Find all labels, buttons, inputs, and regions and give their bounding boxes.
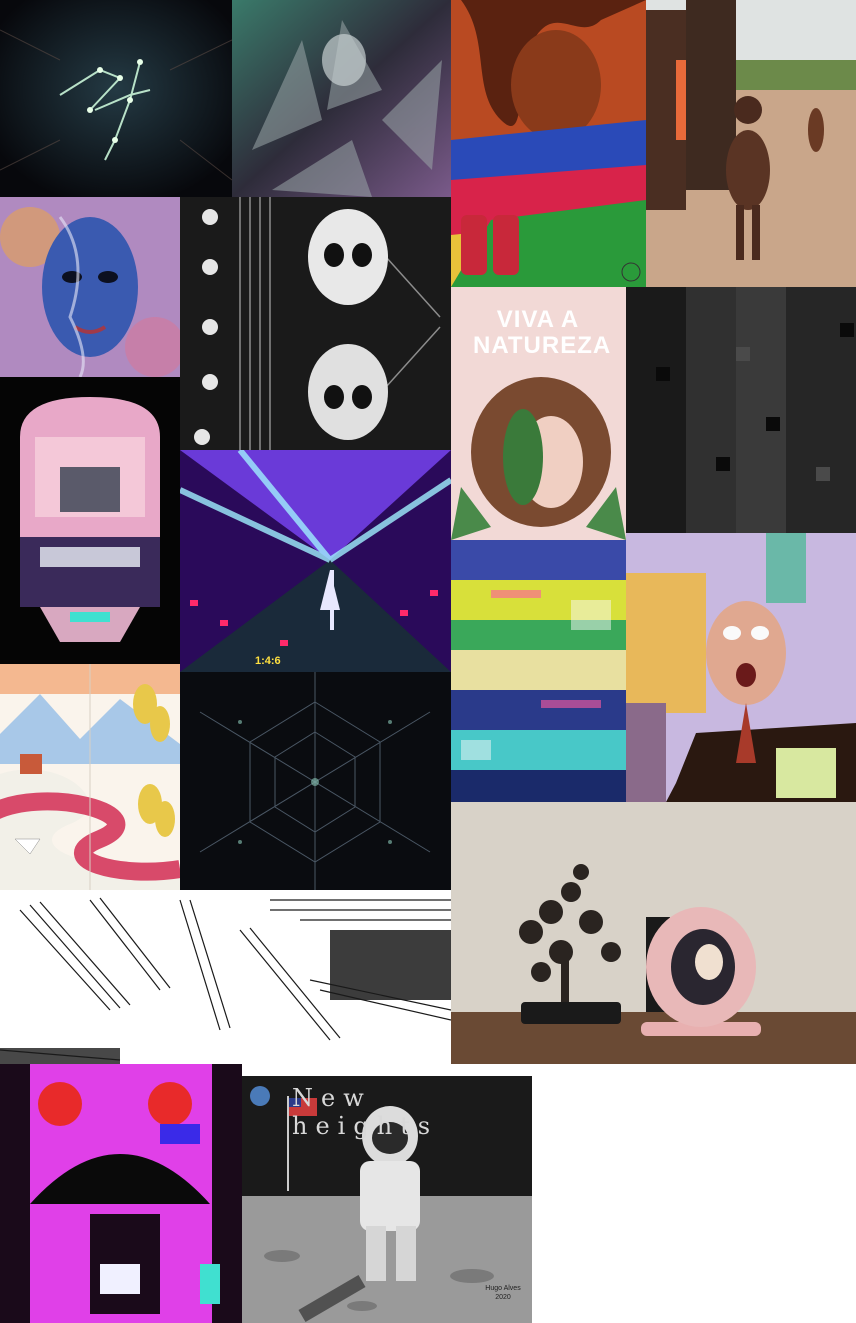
viva-natureza-image	[451, 287, 626, 540]
glitch-neon-tunnel-image	[180, 450, 451, 672]
vaporwave-skull-image	[0, 377, 180, 664]
gallery-item-light-trails[interactable]	[0, 0, 232, 197]
artist-signature: Hugo Alves 2020	[485, 1285, 521, 1301]
gallery-item-kaleidoscope-dark[interactable]	[180, 672, 451, 890]
astronaut-drawing-image	[242, 1076, 532, 1323]
gallery-item-bonsai-frame-photo[interactable]	[451, 802, 856, 1064]
psychedelic-face-image	[0, 197, 180, 377]
tunnel-hud-text: 1:4:6	[255, 655, 281, 667]
glitch-rainbow-image	[451, 540, 626, 802]
magenta-glitch-image	[0, 1064, 242, 1323]
kaleidoscope-dark-image	[180, 672, 451, 890]
screaming-man-collage-image	[626, 533, 856, 802]
gallery-item-children-photo[interactable]	[646, 0, 856, 287]
gallery-item-sketch-lines[interactable]	[0, 890, 451, 1064]
gallery-item-glitch-neon-tunnel[interactable]: 1:4:6	[180, 450, 451, 672]
skull-mirror-image	[180, 197, 451, 450]
gallery-item-dreadlocks-painting[interactable]	[451, 0, 646, 287]
dark-pixel-grid-image	[626, 287, 856, 533]
gallery-item-vaporwave-skull[interactable]	[0, 377, 180, 664]
gallery-item-skull-mirror[interactable]	[180, 197, 451, 450]
gallery-item-viva-natureza[interactable]: VIVA A NATUREZA	[451, 287, 626, 540]
gallery-item-psychedelic-face[interactable]	[0, 197, 180, 377]
chrome-figure-image	[232, 0, 451, 197]
gallery-item-chrome-figure[interactable]	[232, 0, 451, 197]
sketch-lines-image	[0, 890, 451, 1064]
gallery-item-watercolor-landscape[interactable]	[0, 664, 180, 890]
children-photo-image	[646, 0, 856, 287]
gallery-item-magenta-glitch[interactable]	[0, 1064, 242, 1323]
dreadlocks-painting-image	[451, 0, 646, 287]
bonsai-frame-photo-image	[451, 802, 856, 1064]
gallery-item-glitch-rainbow[interactable]	[451, 540, 626, 802]
astronaut-title: New heights	[292, 1084, 439, 1140]
poster-title: VIVA A NATUREZA	[473, 306, 612, 359]
gallery-item-dark-pixel-grid[interactable]	[626, 287, 856, 533]
gallery-item-astronaut-drawing[interactable]: New heights Hugo Alves 2020	[242, 1076, 532, 1323]
light-trails-image	[0, 0, 232, 197]
watercolor-landscape-image	[0, 664, 180, 890]
gallery-item-screaming-man-collage[interactable]	[626, 533, 856, 802]
